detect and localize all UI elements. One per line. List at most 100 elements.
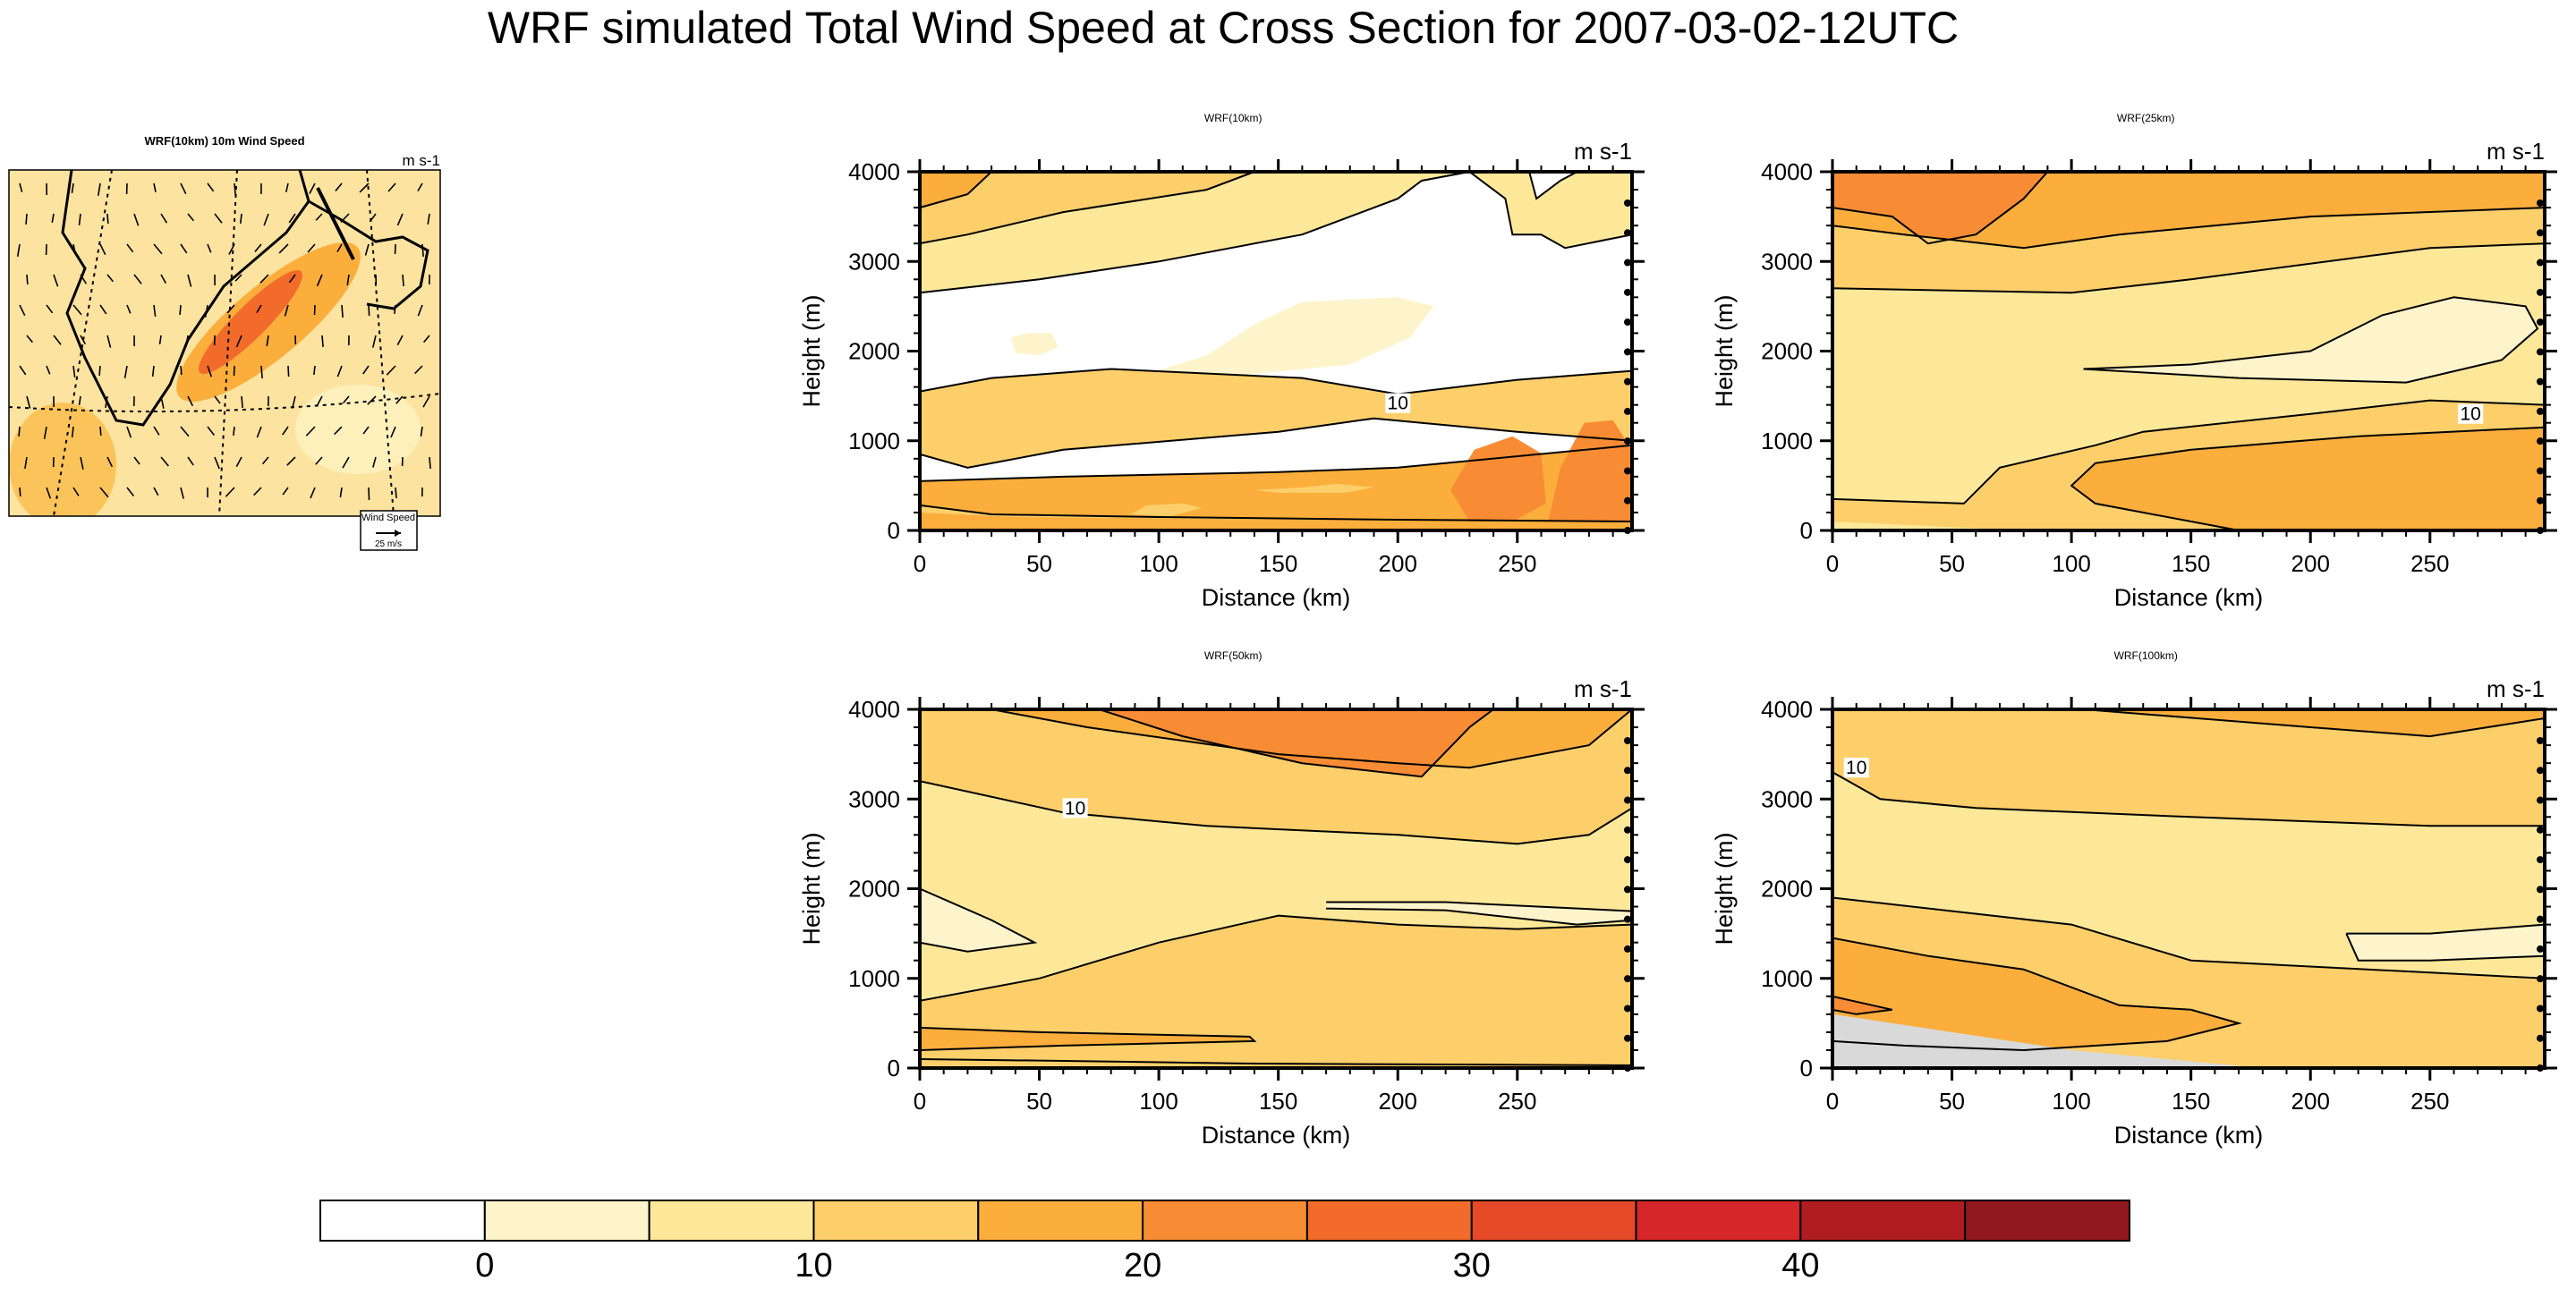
colorbar-swatch xyxy=(812,1200,980,1242)
wind-arrow xyxy=(151,365,155,377)
wind-arrow xyxy=(321,335,324,348)
wind-arrow xyxy=(336,365,343,377)
wind-arrow xyxy=(207,182,215,192)
wind-arrow xyxy=(313,365,316,376)
x-tick-label: 100 xyxy=(1139,1088,1177,1115)
wind-arrow xyxy=(395,487,397,499)
y-tick-label: 1000 xyxy=(1761,428,1813,454)
wind-arrow xyxy=(153,182,157,192)
grid-point-marker xyxy=(2537,826,2544,834)
y-tick-label: 3000 xyxy=(848,248,900,275)
grid-point-marker xyxy=(1624,496,1631,505)
wind-arrow xyxy=(133,456,140,465)
wind-arrow xyxy=(207,243,212,253)
wind-arrow xyxy=(256,304,262,314)
wind-arrow xyxy=(396,335,404,345)
contour-line xyxy=(2083,296,2539,384)
wind-arrow xyxy=(19,365,27,376)
contour-line xyxy=(920,417,1632,469)
x-tick-label: 50 xyxy=(1026,1088,1052,1115)
contour-fill-region xyxy=(1832,400,2545,530)
wind-arrow xyxy=(160,395,165,409)
wind-arrow xyxy=(315,213,323,221)
wind-arrow xyxy=(316,395,323,406)
wind-arrow xyxy=(53,335,62,345)
y-tick-label: 4000 xyxy=(1761,158,1813,185)
cross-section-panel-1: 10 WRF(10km) m s-1 0 50 100 150 200 250 0 1000 2000… xyxy=(798,112,1645,611)
contour-fill-region xyxy=(2083,709,2545,737)
contour-fill-region xyxy=(1450,436,1546,522)
colorbar-swatch xyxy=(1305,1200,1473,1242)
grid-point-marker xyxy=(1624,348,1631,356)
cross-section-panel-4: 10 WRF(100km) m s-1 0 50 100 150 200 250 0 1000 200… xyxy=(1711,649,2557,1149)
wind-arrow xyxy=(335,182,343,191)
wind-arrow xyxy=(80,335,86,345)
grid-point-marker xyxy=(2537,467,2544,475)
grid-point-marker xyxy=(2537,886,2544,894)
wind-arrow xyxy=(180,182,187,195)
wind-arrow xyxy=(259,274,269,284)
x-axis-label: Distance (km) xyxy=(1202,584,1351,611)
x-tick-label: 0 xyxy=(1826,550,1839,577)
grid-point-marker xyxy=(1624,856,1631,864)
wind-arrow xyxy=(214,395,221,404)
grid-point-marker xyxy=(1624,975,1631,983)
wind-arrow xyxy=(105,395,108,408)
y-tick-label: 2000 xyxy=(848,338,900,365)
contour-line xyxy=(1832,399,2545,505)
wind-arrow xyxy=(235,335,242,348)
wind-arrow xyxy=(402,274,404,287)
grid-point-marker xyxy=(2537,377,2544,386)
wind-arrow xyxy=(16,243,21,257)
y-tick-label: 0 xyxy=(888,1055,900,1081)
contour-line xyxy=(2346,923,2545,935)
x-axis-label: Distance (km) xyxy=(1202,1122,1351,1149)
map-grid-lon-2 xyxy=(218,170,238,516)
wind-arrow xyxy=(72,487,80,496)
wind-arrow xyxy=(417,304,423,317)
x-tick-label: 150 xyxy=(2172,550,2210,577)
wind-arrow xyxy=(158,335,162,345)
wind-arrow xyxy=(99,304,107,315)
y-axis-label: Height (m) xyxy=(1711,832,1738,945)
contour-fill-region xyxy=(1832,172,2048,244)
colorbar-tick-label: 10 xyxy=(795,1247,832,1285)
map-panel: WRF(10km) 10m Wind Speed m s-1 Wind Spee… xyxy=(8,134,441,551)
wind-arrow xyxy=(26,335,33,343)
wind-arrow xyxy=(369,213,377,223)
grid-point-marker xyxy=(1624,886,1631,894)
wind-arrow xyxy=(387,182,396,192)
grid-point-marker xyxy=(2537,1005,2544,1013)
wind-arrow xyxy=(214,213,223,224)
panel-title: WRF(25km) xyxy=(2117,112,2175,124)
y-axis-label: Height (m) xyxy=(798,832,825,945)
colorbar-swatch xyxy=(319,1200,486,1242)
x-tick-label: 150 xyxy=(1259,550,1297,577)
grid-point-marker xyxy=(2537,975,2544,983)
y-tick-label: 0 xyxy=(1800,1055,1813,1081)
wind-arrow xyxy=(160,456,169,467)
wind-arrow xyxy=(187,395,194,407)
colorbar: 0 10 20 30 40 xyxy=(319,1200,2131,1285)
x-axis-label: Distance (km) xyxy=(2114,1122,2264,1149)
wind-arrow xyxy=(46,304,54,314)
wind-arrow xyxy=(372,456,377,468)
wind-arrow xyxy=(288,274,296,284)
contour-fill-region xyxy=(2083,297,2538,383)
panel-title: WRF(50km) xyxy=(1204,649,1262,662)
contour-fill-region xyxy=(920,172,1470,293)
map-frame xyxy=(8,169,441,517)
contour-line xyxy=(1832,771,2545,827)
contour-line xyxy=(920,444,1632,482)
x-axis-label: Distance (km) xyxy=(2114,584,2264,611)
wind-arrow xyxy=(106,274,114,283)
wind-arrow xyxy=(126,487,135,496)
panel-title: WRF(100km) xyxy=(2114,649,2178,662)
wind-arrow xyxy=(126,243,134,253)
grid-point-marker xyxy=(1624,229,1631,237)
wind-arrow xyxy=(187,456,194,466)
grid-point-marker xyxy=(2537,1034,2544,1042)
x-tick-label: 0 xyxy=(914,1088,926,1115)
wind-arrow xyxy=(180,426,190,437)
map-reference-value: 25 m/s xyxy=(375,539,402,549)
